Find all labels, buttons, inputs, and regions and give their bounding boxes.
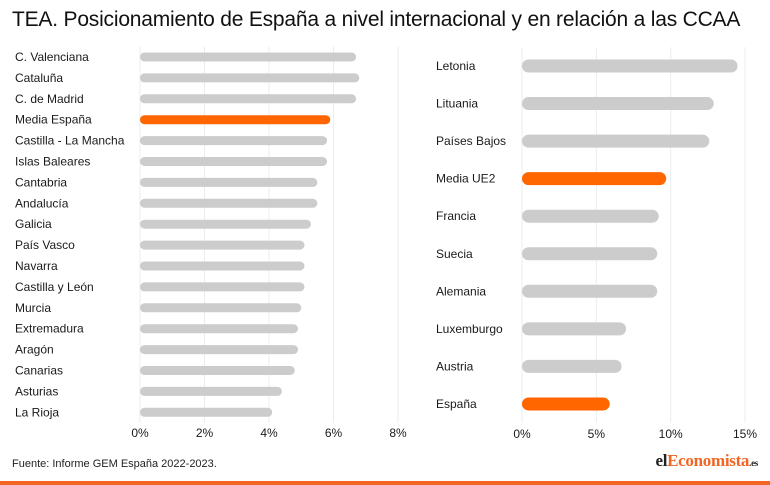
category-label-panel2-7: Luxemburgo xyxy=(436,322,503,336)
tick-label-panel1-0: 0% xyxy=(131,426,149,440)
bar-panel2-0 xyxy=(522,59,738,73)
logo-part-economista: Economista xyxy=(667,451,750,470)
bar-panel1-1 xyxy=(140,73,360,83)
tick-label-panel1-2: 4% xyxy=(260,426,278,440)
bar-panel1-17 xyxy=(140,407,273,417)
tick-label-panel2-1: 5% xyxy=(588,427,606,441)
category-label-panel1-8: Galicia xyxy=(15,217,52,231)
category-label-panel1-1: Cataluña xyxy=(15,71,63,85)
bottom-accent-bar xyxy=(0,481,770,485)
category-label-panel1-15: Canarias xyxy=(15,364,63,378)
bar-panel1-16 xyxy=(140,386,282,396)
bar-panel1-12 xyxy=(140,303,302,313)
category-label-panel2-2: Países Bajos xyxy=(436,134,506,148)
tick-label-panel2-3: 15% xyxy=(733,427,757,441)
chart-title: TEA. Posicionamiento de España a nivel i… xyxy=(12,8,741,31)
category-label-panel1-10: Navarra xyxy=(15,259,58,273)
tick-label-panel2-0: 0% xyxy=(513,427,531,441)
bar-panel1-0 xyxy=(140,52,357,62)
brand-logo: elEconomista.es xyxy=(655,451,758,471)
bar-panel2-4 xyxy=(522,209,659,223)
category-label-panel1-9: País Vasco xyxy=(15,238,75,252)
bar-panel1-8 xyxy=(140,219,311,229)
category-label-panel2-5: Suecia xyxy=(436,247,473,261)
bar-panel1-10 xyxy=(140,261,305,271)
tick-label-panel2-2: 10% xyxy=(659,427,683,441)
bar-panel2-9 xyxy=(522,397,610,411)
bar-panel1-4 xyxy=(140,136,328,146)
bar-panel1-5 xyxy=(140,157,328,166)
category-label-panel2-3: Media UE2 xyxy=(436,172,496,186)
category-label-panel1-2: C. de Madrid xyxy=(15,92,84,106)
bar-panel1-11 xyxy=(140,282,305,292)
category-label-panel2-9: España xyxy=(436,397,477,411)
category-label-panel1-4: Castilla - La Mancha xyxy=(15,134,125,148)
bar-panel1-9 xyxy=(140,240,305,250)
bar-panel2-8 xyxy=(522,359,622,373)
category-label-panel1-7: Andalucía xyxy=(15,196,69,210)
category-label-panel1-3: Media España xyxy=(15,113,92,127)
bar-panel1-13 xyxy=(140,324,299,334)
source-note: Fuente: Informe GEM España 2022-2023. xyxy=(12,458,217,470)
category-label-panel1-11: Castilla y León xyxy=(15,280,94,294)
bar-panel2-6 xyxy=(522,284,658,298)
category-label-panel2-1: Lituania xyxy=(436,97,478,111)
bar-panel1-2 xyxy=(140,94,357,104)
bar-panel1-7 xyxy=(140,198,318,208)
tick-label-panel1-4: 8% xyxy=(389,426,407,440)
bar-panel1-15 xyxy=(140,366,295,375)
category-label-panel2-0: Letonia xyxy=(436,59,476,73)
bar-panel1-6 xyxy=(140,177,318,187)
bar-panel2-5 xyxy=(522,247,658,261)
logo-part-domain: .es xyxy=(749,458,758,468)
bar-panel2-2 xyxy=(522,134,710,148)
category-label-panel2-4: Francia xyxy=(436,209,476,223)
category-label-panel1-5: Islas Baleares xyxy=(15,155,90,169)
category-label-panel2-6: Alemania xyxy=(436,284,486,298)
category-label-panel1-14: Aragón xyxy=(15,343,54,357)
tick-label-panel1-1: 2% xyxy=(196,426,214,440)
bar-panel1-14 xyxy=(140,345,299,355)
tick-label-panel1-3: 6% xyxy=(325,426,343,440)
category-label-panel2-8: Austria xyxy=(436,359,474,373)
category-label-panel1-17: La Rioja xyxy=(15,405,59,419)
bar-panel2-7 xyxy=(522,322,627,336)
bar-panel2-1 xyxy=(522,97,714,111)
bar-panel2-3 xyxy=(522,172,667,186)
category-label-panel1-16: Asturias xyxy=(15,384,58,398)
category-label-panel1-0: C. Valenciana xyxy=(15,50,89,64)
logo-part-el: el xyxy=(655,451,668,470)
bar-panel1-3 xyxy=(140,115,331,125)
category-label-panel1-13: Extremadura xyxy=(15,322,84,336)
category-label-panel1-12: Murcia xyxy=(15,301,51,315)
category-label-panel1-6: Cantabria xyxy=(15,175,67,189)
